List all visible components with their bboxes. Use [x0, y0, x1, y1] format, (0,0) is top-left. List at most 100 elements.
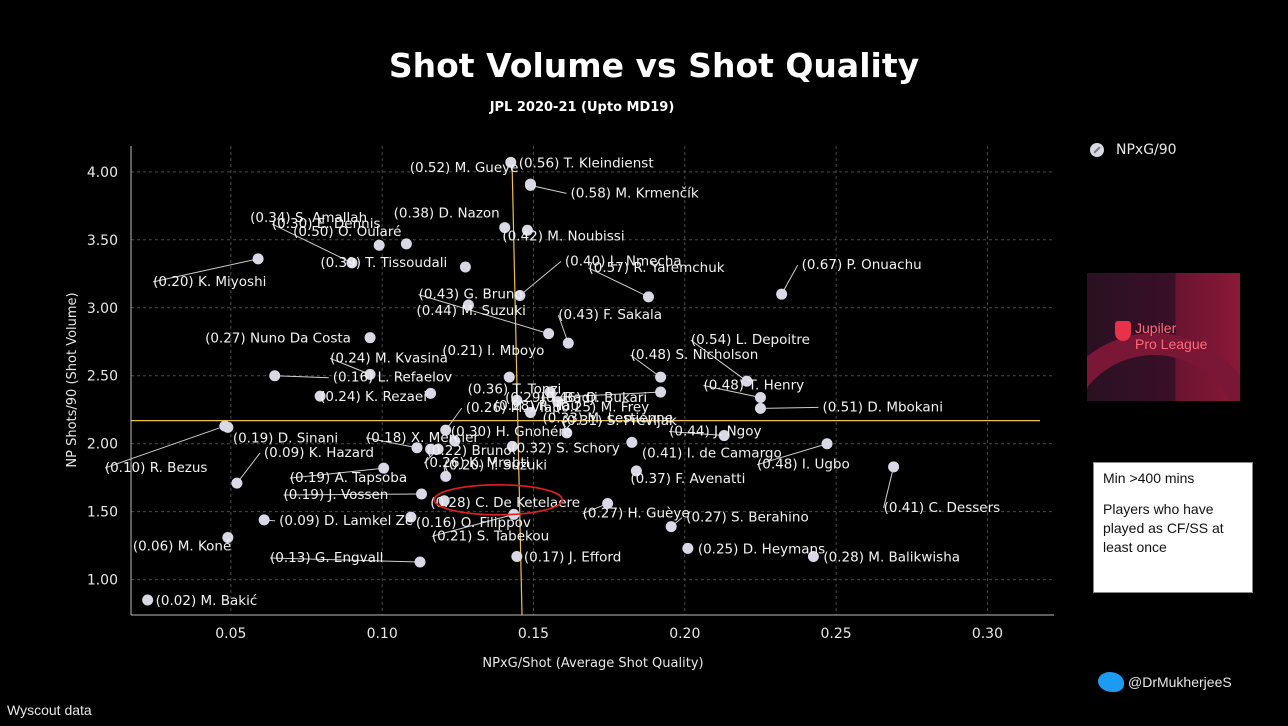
point-label: (0.24) M. Kvasina: [330, 350, 448, 366]
point-label: (0.46) O. Bukari: [541, 390, 648, 406]
x-tick-label: 0.25: [821, 626, 852, 642]
x-axis-label: NPxG/Shot (Average Shot Quality): [482, 656, 703, 671]
data-point: [543, 328, 555, 340]
data-point: [665, 521, 677, 533]
point-label: (0.57) R. Yaremchuk: [588, 260, 724, 276]
twitter-bird-icon: [1098, 672, 1124, 692]
data-point: [462, 299, 474, 311]
data-source-note: Wyscout data: [7, 702, 92, 718]
x-tick-label: 0.10: [367, 626, 398, 642]
data-point: [511, 551, 523, 563]
data-point: [440, 470, 452, 482]
point-label: (0.41) I. de Camargo: [642, 445, 782, 461]
point-label: (0.09) K. Hazard: [264, 445, 374, 461]
note-positions: Players who have played as CF/SS at leas…: [1103, 501, 1224, 555]
data-point: [552, 396, 564, 408]
point-label: (0.40) L. Nmecha: [565, 254, 682, 270]
data-point: [718, 430, 730, 442]
legend: NPxG/90: [1090, 142, 1177, 158]
point-label: (0.37) F. Avenatti: [630, 471, 745, 487]
leader-line: [271, 223, 353, 264]
data-point: [400, 238, 412, 250]
data-point: [521, 224, 533, 236]
point-label: (0.43) G. Bruno: [419, 287, 523, 303]
data-point: [821, 438, 833, 450]
x-tick-label: 0.30: [972, 626, 1003, 642]
point-label: (0.27) S. Berahino: [686, 510, 809, 526]
point-labels: (0.56) T. Kleindienst(0.52) M. Gueye (0.5…: [105, 155, 1000, 609]
point-label: (0.36) T. Tonzi: [468, 381, 562, 397]
handle-text: @DrMukherjeeS: [1128, 674, 1232, 690]
data-point: [754, 391, 766, 403]
point-label: (0.54) L. Depoitre: [691, 332, 810, 348]
data-point: [314, 390, 326, 402]
point-label: (0.22) Bruno: [427, 443, 512, 459]
data-point: [222, 532, 234, 544]
leader-line: [669, 431, 725, 437]
point-label: (0.26) K. Mrabti: [424, 455, 529, 471]
data-point: [449, 435, 461, 447]
point-label: (0.39) T. Tissoudali: [320, 255, 447, 271]
data-point: [630, 465, 642, 477]
point-label: (0.16) O. Filippov: [416, 515, 531, 531]
point-label: (0.56) T. Kleindienst: [519, 155, 654, 171]
logo-wordmark: Jupiler Pro League: [1135, 320, 1208, 352]
leader-line: [104, 425, 225, 469]
point-label: (0.48) S. Nicholson: [631, 347, 759, 363]
point-label: (0.02) M. Bakić: [156, 593, 258, 609]
data-point: [346, 257, 358, 269]
leader-line: [431, 513, 514, 537]
leader-line: [236, 452, 261, 484]
data-point: [459, 261, 471, 273]
point-label: (0.31) S. Prevljak: [562, 413, 677, 429]
point-label: (0.06) M. Koné: [133, 539, 231, 555]
data-point: [776, 288, 788, 300]
leader-line: [152, 258, 259, 283]
leader-line: [418, 294, 549, 335]
jupiler-pro-league-logo: Jupiler Pro League: [1087, 273, 1240, 401]
data-point: [741, 375, 753, 387]
data-point: [373, 239, 385, 251]
y-tick-label: 3.00: [87, 301, 118, 317]
x-tick-label: 0.15: [518, 626, 549, 642]
data-point: [682, 542, 694, 554]
point-label: (0.44) M. Suzuki: [416, 303, 525, 319]
leader-line: [760, 406, 819, 409]
data-point: [252, 253, 264, 265]
data-point: [505, 156, 517, 168]
point-label: (0.27) Nuno Da Costa: [205, 331, 351, 347]
average-quality-line: [511, 159, 523, 616]
point-label: (0.58) M. Krmenčík: [570, 185, 698, 201]
point-label: (0.25) M. Frey: [556, 400, 649, 416]
grid: [130, 146, 1054, 616]
point-label: (0.28) M. Balikwisha: [823, 550, 960, 566]
leader-line: [588, 267, 649, 298]
point-label: (0.34) S. Amallah: [250, 210, 367, 226]
x-tick-label: 0.05: [215, 626, 246, 642]
data-point: [642, 291, 654, 303]
data-point: [142, 594, 154, 606]
point-label: (0.09) D. Lamkel Zé: [279, 513, 413, 529]
point-label: (0.16) L. Refaelov: [333, 370, 452, 386]
y-tick-label: 1.00: [87, 573, 118, 589]
data-point: [411, 442, 423, 454]
data-point: [524, 406, 536, 418]
point-label: (0.21) I. Mboyo: [442, 343, 544, 359]
data-point: [269, 370, 281, 382]
data-point: [258, 514, 270, 526]
chart-title: Shot Volume vs Shot Quality: [388, 46, 920, 85]
data-point: [754, 402, 766, 414]
point-label: (0.13) G. Engvall: [270, 550, 383, 566]
data-point: [524, 179, 536, 191]
point-label: (0.67) P. Onuachu: [802, 257, 922, 273]
data-point: [626, 436, 638, 448]
data-point: [511, 394, 523, 406]
point-label: (0.48) T. Henry: [703, 377, 804, 393]
chart-subtitle: JPL 2020-21 (Upto MD19): [489, 100, 675, 115]
point-label: (0.28) R. Tau: [494, 398, 579, 414]
point-label: (0.27) H. Guèye: [583, 506, 690, 522]
y-tick-label: 1.50: [87, 505, 118, 521]
point-label: (0.33) M. Lestienne: [542, 410, 673, 426]
leader-line: [690, 339, 748, 382]
leader-line: [329, 357, 371, 375]
